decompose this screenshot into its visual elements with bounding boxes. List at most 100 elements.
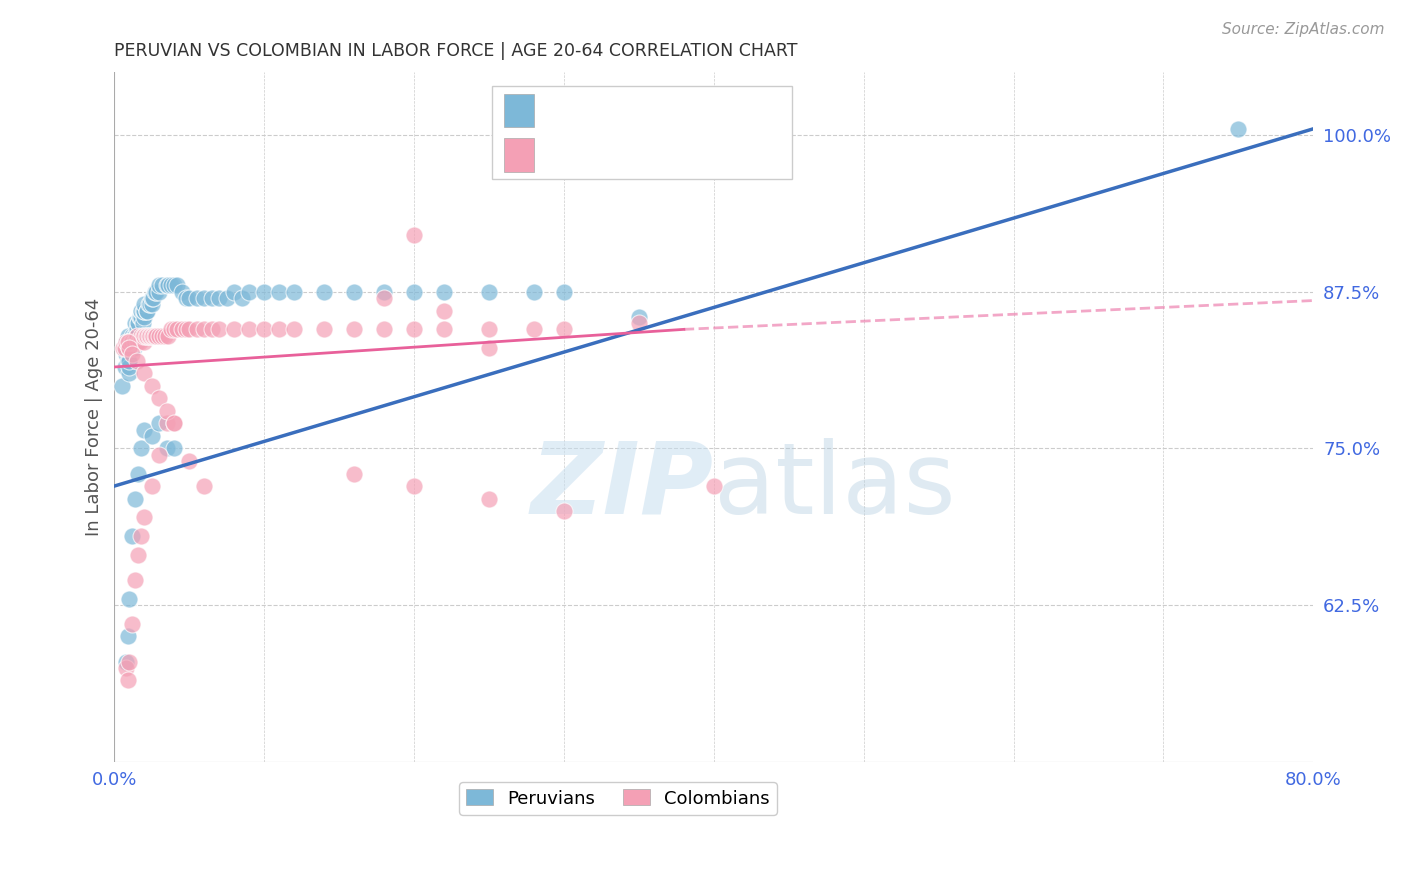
Point bbox=[134, 303, 156, 318]
Point bbox=[136, 303, 159, 318]
Point bbox=[148, 448, 170, 462]
Point bbox=[404, 285, 426, 299]
Point bbox=[314, 322, 336, 336]
Point bbox=[131, 442, 153, 456]
Point bbox=[170, 322, 193, 336]
Point bbox=[125, 334, 148, 349]
Point bbox=[215, 291, 238, 305]
Point bbox=[553, 504, 575, 518]
Point bbox=[124, 334, 146, 349]
Point bbox=[156, 442, 179, 456]
Point bbox=[157, 328, 180, 343]
Point bbox=[122, 341, 145, 355]
Point bbox=[404, 228, 426, 243]
Point bbox=[141, 328, 163, 343]
Point bbox=[115, 334, 138, 349]
Point bbox=[343, 285, 366, 299]
Point bbox=[283, 322, 305, 336]
Point bbox=[179, 454, 201, 468]
Point bbox=[124, 316, 146, 330]
Point bbox=[132, 303, 155, 318]
Point bbox=[134, 334, 156, 349]
Point bbox=[115, 347, 138, 361]
Point bbox=[141, 429, 163, 443]
Point bbox=[117, 328, 139, 343]
Point bbox=[166, 278, 188, 293]
Point bbox=[404, 322, 426, 336]
Point bbox=[343, 322, 366, 336]
Point bbox=[201, 322, 224, 336]
Point bbox=[131, 303, 153, 318]
Point bbox=[156, 404, 179, 418]
Point bbox=[125, 353, 148, 368]
Point bbox=[176, 322, 198, 336]
Point bbox=[139, 297, 162, 311]
Point bbox=[121, 334, 143, 349]
Point bbox=[478, 491, 501, 506]
Point bbox=[121, 616, 143, 631]
Point bbox=[132, 328, 155, 343]
Point bbox=[125, 328, 148, 343]
Point bbox=[160, 278, 183, 293]
Point bbox=[117, 353, 139, 368]
Point bbox=[141, 378, 163, 392]
Point bbox=[703, 479, 725, 493]
Point bbox=[142, 328, 165, 343]
Point bbox=[166, 322, 188, 336]
Point bbox=[156, 417, 179, 431]
Point bbox=[128, 334, 150, 349]
Point bbox=[193, 291, 215, 305]
Point bbox=[269, 322, 291, 336]
Point bbox=[134, 328, 156, 343]
Point bbox=[433, 303, 456, 318]
Point bbox=[118, 655, 141, 669]
Point bbox=[118, 341, 141, 355]
Point bbox=[148, 328, 170, 343]
Point bbox=[145, 328, 167, 343]
Point bbox=[134, 297, 156, 311]
Point bbox=[163, 322, 186, 336]
Point bbox=[176, 291, 198, 305]
Point bbox=[373, 322, 395, 336]
Point bbox=[224, 322, 246, 336]
Point bbox=[253, 285, 276, 299]
Text: atlas: atlas bbox=[714, 438, 956, 534]
Point bbox=[125, 334, 148, 349]
Point bbox=[343, 467, 366, 481]
Legend: Peruvians, Colombians: Peruvians, Colombians bbox=[458, 782, 778, 814]
Point bbox=[112, 341, 135, 355]
Point bbox=[117, 673, 139, 688]
Point bbox=[114, 359, 136, 374]
Point bbox=[148, 417, 170, 431]
Point bbox=[136, 328, 159, 343]
Point bbox=[131, 310, 153, 324]
Point bbox=[143, 285, 166, 299]
Point bbox=[134, 310, 156, 324]
Point bbox=[160, 322, 183, 336]
Point bbox=[283, 285, 305, 299]
Point bbox=[523, 285, 546, 299]
Point bbox=[186, 291, 208, 305]
Point bbox=[627, 316, 650, 330]
Point bbox=[125, 322, 148, 336]
Point bbox=[224, 285, 246, 299]
Point bbox=[111, 378, 134, 392]
Text: PERUVIAN VS COLOMBIAN IN LABOR FORCE | AGE 20-64 CORRELATION CHART: PERUVIAN VS COLOMBIAN IN LABOR FORCE | A… bbox=[114, 42, 799, 60]
Point bbox=[118, 341, 141, 355]
Point bbox=[150, 328, 173, 343]
Point bbox=[208, 291, 231, 305]
Point bbox=[136, 303, 159, 318]
Point bbox=[121, 334, 143, 349]
Point bbox=[127, 334, 149, 349]
Point bbox=[141, 291, 163, 305]
Point bbox=[120, 334, 142, 349]
Point bbox=[373, 291, 395, 305]
Point bbox=[553, 322, 575, 336]
Point bbox=[478, 341, 501, 355]
Point bbox=[128, 310, 150, 324]
Point bbox=[523, 322, 546, 336]
Point bbox=[121, 328, 143, 343]
Point bbox=[134, 423, 156, 437]
Point bbox=[114, 341, 136, 355]
Point bbox=[125, 328, 148, 343]
